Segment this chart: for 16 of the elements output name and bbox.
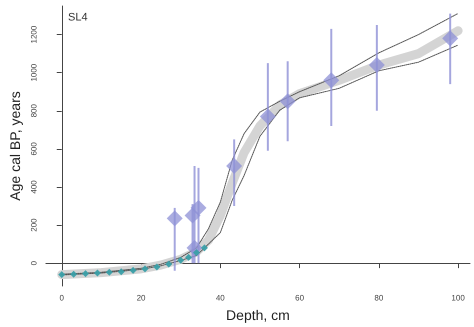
y-tick-label: 1000 (29, 63, 38, 82)
y-tick-label: 800 (29, 104, 38, 118)
y-axis-title: Age cal BP, years (7, 91, 23, 201)
y-tick-label: 0 (29, 260, 38, 266)
x-tick-label: 40 (216, 294, 226, 302)
annotation: SL4 (68, 12, 88, 24)
x-tick-label: 20 (136, 294, 146, 302)
x-tick-label: 60 (295, 294, 305, 302)
x-tick-label: 0 (60, 294, 65, 302)
x-axis-title: Depth, cm (226, 307, 290, 323)
y-tick-label: 1200 (29, 25, 38, 44)
y-tick-label: 600 (29, 142, 38, 156)
x-tick-label: 80 (374, 294, 384, 302)
x-tick-label: 100 (451, 294, 466, 302)
y-tick-label: 400 (29, 180, 38, 194)
y-tick-label: 200 (29, 218, 38, 232)
